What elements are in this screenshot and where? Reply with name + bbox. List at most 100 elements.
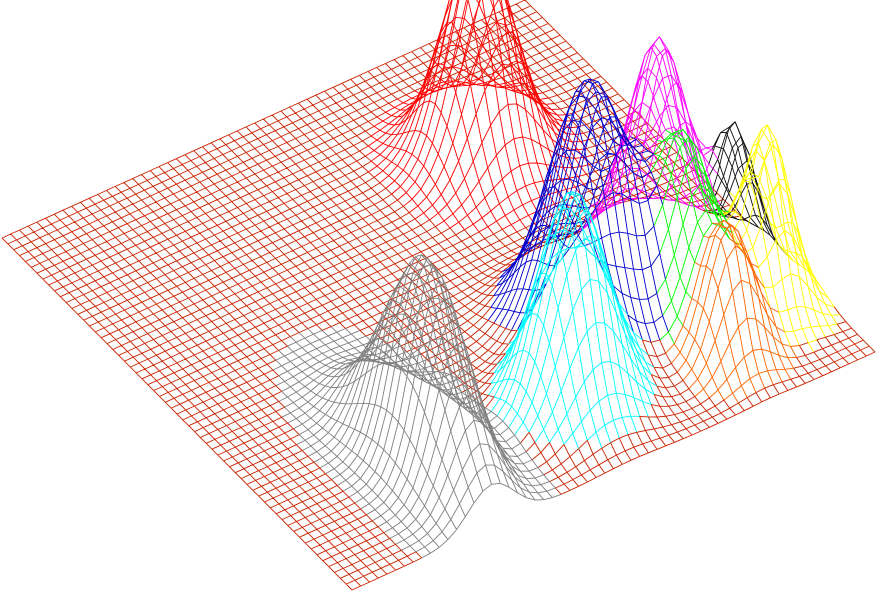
mesh-lines bbox=[647, 150, 655, 155]
mesh-lines bbox=[653, 141, 663, 155]
mesh-lines bbox=[403, 205, 410, 213]
mesh-lines bbox=[496, 401, 507, 417]
mesh-lines bbox=[714, 176, 724, 197]
mesh-lines bbox=[398, 529, 457, 542]
mesh-lines bbox=[644, 323, 652, 343]
mesh-lines bbox=[493, 322, 500, 327]
mesh-lines bbox=[720, 192, 730, 211]
mesh-lines bbox=[799, 342, 809, 346]
mesh-lines bbox=[656, 130, 730, 213]
mesh-lines bbox=[331, 474, 341, 480]
mesh-lines bbox=[176, 154, 375, 183]
mesh-lines bbox=[650, 342, 666, 358]
mesh-lines bbox=[19, 225, 858, 335]
mesh-lines bbox=[760, 195, 771, 224]
mesh-lines bbox=[671, 363, 678, 373]
mesh-lines bbox=[365, 155, 372, 162]
mesh-lines bbox=[775, 369, 783, 383]
mesh-lines bbox=[296, 439, 306, 446]
mesh-lines bbox=[819, 325, 826, 338]
mesh-lines bbox=[537, 461, 547, 468]
mesh-lines bbox=[499, 308, 631, 418]
mesh-lines bbox=[325, 473, 332, 480]
mesh-lines bbox=[71, 308, 780, 399]
mesh-lines bbox=[299, 536, 417, 557]
mesh-lines bbox=[653, 226, 661, 254]
mesh-lines bbox=[633, 332, 643, 341]
mesh-lines bbox=[371, 515, 382, 522]
mesh-lines bbox=[278, 401, 285, 408]
mesh-lines bbox=[668, 316, 678, 333]
mesh-lines bbox=[164, 401, 640, 461]
mesh-lines bbox=[365, 150, 375, 157]
mesh-lines bbox=[365, 130, 372, 137]
mesh-lines bbox=[423, 212, 512, 230]
mesh-lines bbox=[275, 355, 285, 361]
mesh-lines bbox=[284, 291, 504, 429]
mesh-lines bbox=[287, 422, 294, 430]
mesh-lines bbox=[301, 445, 312, 451]
mesh-lines bbox=[401, 545, 411, 551]
mesh-lines bbox=[537, 467, 545, 476]
mesh-lines bbox=[685, 340, 759, 379]
mesh-lines bbox=[700, 224, 788, 359]
mesh-lines bbox=[229, 466, 332, 485]
mesh-lines bbox=[490, 411, 498, 417]
mesh-lines bbox=[641, 339, 672, 369]
mesh-lines bbox=[659, 339, 667, 354]
mesh-lines bbox=[496, 274, 506, 286]
mesh-lines bbox=[487, 319, 495, 324]
mesh-lines bbox=[342, 490, 350, 498]
mesh-lines bbox=[77, 313, 771, 403]
mesh-lines bbox=[490, 369, 501, 384]
mesh-lines bbox=[531, 452, 542, 461]
mesh-lines bbox=[359, 150, 366, 157]
mesh-lines bbox=[373, 120, 384, 127]
mesh-lines bbox=[360, 503, 370, 510]
mesh-lines bbox=[383, 532, 391, 539]
mesh-lines bbox=[726, 211, 736, 221]
mesh-lines bbox=[609, 154, 617, 168]
mesh-lines bbox=[106, 185, 582, 244]
mesh-lines bbox=[485, 407, 492, 412]
mesh-lines bbox=[816, 336, 826, 341]
mesh-lines bbox=[281, 412, 291, 418]
mesh-lines bbox=[673, 288, 777, 372]
mesh-lines bbox=[315, 90, 660, 136]
mesh-lines bbox=[499, 102, 661, 295]
mesh-lines bbox=[834, 331, 844, 336]
mesh-lines bbox=[147, 384, 666, 450]
mesh-lines bbox=[549, 481, 556, 489]
mesh-lines bbox=[720, 121, 765, 210]
mesh-lines bbox=[682, 380, 690, 389]
mesh-lines bbox=[272, 395, 280, 402]
mesh-lines bbox=[65, 302, 788, 395]
mesh-lines bbox=[94, 331, 745, 416]
mesh-lines bbox=[371, 520, 379, 528]
mesh-lines bbox=[54, 290, 806, 388]
mesh-lines bbox=[673, 325, 684, 344]
mesh-lines bbox=[170, 407, 632, 465]
mesh-lines bbox=[296, 444, 303, 451]
mesh-lines bbox=[627, 314, 635, 333]
mesh-lines bbox=[734, 161, 838, 327]
mesh-lines bbox=[379, 182, 387, 189]
mesh-lines bbox=[284, 355, 460, 383]
mesh-lines bbox=[673, 126, 681, 139]
mesh-lines bbox=[348, 496, 356, 504]
mesh-lines bbox=[647, 200, 655, 227]
mesh-lines bbox=[670, 291, 687, 317]
mesh-lines bbox=[662, 300, 672, 316]
mesh-lines bbox=[281, 416, 288, 424]
mesh-lines bbox=[711, 166, 777, 242]
mesh-lines bbox=[635, 139, 643, 146]
mesh-lines bbox=[732, 217, 742, 234]
mesh-lines bbox=[307, 256, 527, 457]
mesh-lines bbox=[322, 279, 556, 492]
mesh-lines bbox=[408, 212, 416, 220]
mesh-lines bbox=[496, 220, 643, 402]
mesh-lines bbox=[89, 325, 754, 412]
mesh-lines bbox=[516, 227, 526, 233]
mesh-lines bbox=[481, 316, 489, 321]
mesh-lines bbox=[386, 502, 475, 529]
